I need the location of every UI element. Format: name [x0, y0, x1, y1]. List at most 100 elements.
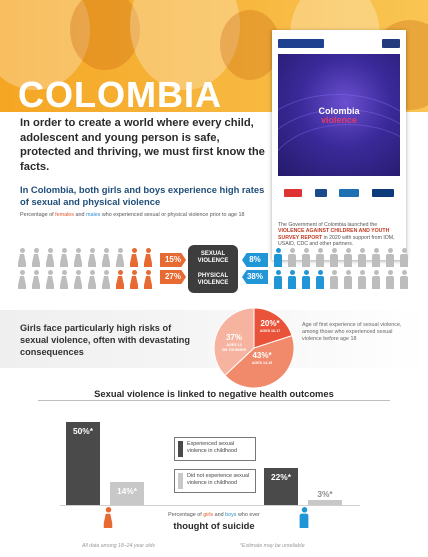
girl-icon	[130, 248, 138, 267]
colombia-logo	[382, 38, 400, 48]
legend-swatch	[178, 441, 183, 457]
boy-icon	[344, 270, 352, 289]
page-title: COLOMBIA	[18, 74, 222, 115]
bar-value-label: 50%*	[72, 425, 94, 436]
partner-logo-icon	[314, 189, 327, 197]
physical-male-pct: 38%	[242, 270, 268, 284]
violence-type-box: SEXUAL VIOLENCE PHYSICAL VIOLENCE	[188, 245, 238, 293]
partner-logo-icon	[339, 189, 360, 197]
girl-icon	[116, 270, 124, 289]
boy-icon	[386, 270, 394, 289]
note-text: and	[73, 212, 86, 218]
legend-item-not-experienced: Did not experience sexual violence in ch…	[174, 469, 256, 493]
girl-icon	[102, 270, 110, 289]
boy-icon	[372, 270, 380, 289]
caption-girls: girls	[203, 512, 214, 518]
boy-icon	[330, 248, 338, 267]
pie-slice-label: OR YOUNGER	[222, 348, 247, 352]
section-note: Percentage of females and males who expe…	[20, 212, 280, 219]
cover-image: Colombia violence	[278, 54, 400, 176]
girls-risk-text: Girls face particularly high risks of se…	[20, 323, 191, 357]
boy-icon	[400, 270, 408, 289]
caption-text: who ever	[236, 512, 260, 518]
pie-slice-label: AGES 14-15	[252, 361, 272, 365]
bar-value-label: 22%*	[270, 472, 292, 483]
sexual-male-pct: 8%	[242, 253, 268, 267]
bar-not-experienced-boys	[308, 500, 342, 505]
girl-icon	[46, 270, 54, 289]
physical-female-pct: 27%	[160, 270, 186, 284]
chart-title-rule	[38, 400, 390, 401]
partner-logos	[278, 182, 400, 204]
caption-text: and	[213, 512, 226, 518]
cover-title: Colombia	[318, 106, 360, 116]
boy-icon	[288, 248, 296, 267]
girl-icon	[103, 507, 113, 528]
partner-logo-icon	[284, 189, 303, 197]
chart-title: Sexual violence is linked to negative he…	[94, 388, 334, 399]
girl-icon	[74, 248, 82, 267]
note-text: who experienced sexual or physical viole…	[100, 212, 245, 218]
girl-icon	[144, 248, 152, 267]
boy-icon	[372, 248, 380, 267]
bar-experienced-girls	[66, 421, 100, 505]
girl-icon	[46, 248, 54, 267]
boy-icon	[344, 248, 352, 267]
caption-boys: boys	[225, 512, 237, 518]
boy-icon	[358, 270, 366, 289]
footnote-right: *Estimate may be unreliable	[240, 543, 305, 549]
girl-icon	[74, 270, 82, 289]
chart-caption: Percentage of girls and boys who ever	[0, 512, 428, 518]
girl-icon	[88, 270, 96, 289]
boy-icon	[274, 270, 282, 289]
boy-icon	[302, 270, 310, 289]
caption-text: in 2020 with support from IOM, USAID, CD…	[278, 234, 395, 248]
report-cover[interactable]: Colombia violence The Government of Colo…	[272, 30, 406, 260]
girl-icon	[18, 248, 26, 267]
physical-violence-label: VIOLENCE	[197, 280, 229, 286]
silhouette-shape	[70, 0, 140, 70]
boy-icon	[299, 507, 309, 528]
pie-slice-label: AGES 16-17	[260, 329, 280, 333]
girl-icon	[60, 270, 68, 289]
cover-title-accent: violence	[320, 115, 358, 125]
pie-slice-label: AGES 13	[226, 343, 241, 347]
girl-icon	[18, 270, 26, 289]
boy-icon	[358, 248, 366, 267]
section-subhead: In Colombia, both girls and boys experie…	[20, 184, 265, 207]
chart-outcome-label: thought of suicide	[173, 520, 255, 531]
sexual-female-pct: 15%	[160, 253, 186, 267]
cover-caption: The Government of Colombia launched the …	[278, 222, 402, 248]
chart-legend: Experienced sexual violence in childhood…	[174, 437, 256, 493]
caption-text: The Government of Colombia launched the	[278, 222, 378, 228]
boy-icon	[274, 248, 282, 267]
age-pie-chart: 20%*AGES 16-17 43%*AGES 14-15 37%AGES 13OR…	[213, 307, 295, 389]
girl-icon	[130, 270, 138, 289]
boy-icon	[302, 248, 310, 267]
pie-slice-pct: 20%*	[260, 319, 280, 328]
boy-icon	[330, 270, 338, 289]
girl-icon	[144, 270, 152, 289]
caption-highlight: VIOLENCE AGAINST CHILDREN AND YOUTH SURV…	[278, 228, 390, 241]
legend-label: Did not experience sexual violence in ch…	[187, 473, 250, 486]
bar-experienced-boys	[264, 468, 298, 505]
sexual-violence-label: VIOLENCE	[197, 258, 229, 264]
legend-item-experienced: Experienced sexual violence in childhood	[174, 437, 256, 461]
bar-value-label: 14%*	[116, 485, 138, 496]
note-females: females	[55, 212, 74, 218]
pie-note: Age of first experience of sexual violen…	[302, 322, 402, 343]
silhouette-shape	[220, 10, 280, 80]
note-text: Percentage of	[20, 212, 56, 218]
pie-slice-pct: 37%	[226, 333, 242, 342]
pie-slice	[224, 335, 295, 389]
government-logo	[278, 38, 324, 48]
legend-label: Experienced sexual violence in childhood	[187, 441, 238, 454]
bar-value-label: 3%*	[317, 489, 333, 499]
footnote-left: All data among 18–24 year olds	[82, 543, 155, 549]
cover-header	[278, 36, 400, 50]
note-males: males	[85, 212, 101, 218]
pie-slice	[253, 307, 293, 349]
girl-icon	[60, 248, 68, 267]
girl-icon	[116, 248, 124, 267]
legend-swatch	[178, 473, 183, 489]
